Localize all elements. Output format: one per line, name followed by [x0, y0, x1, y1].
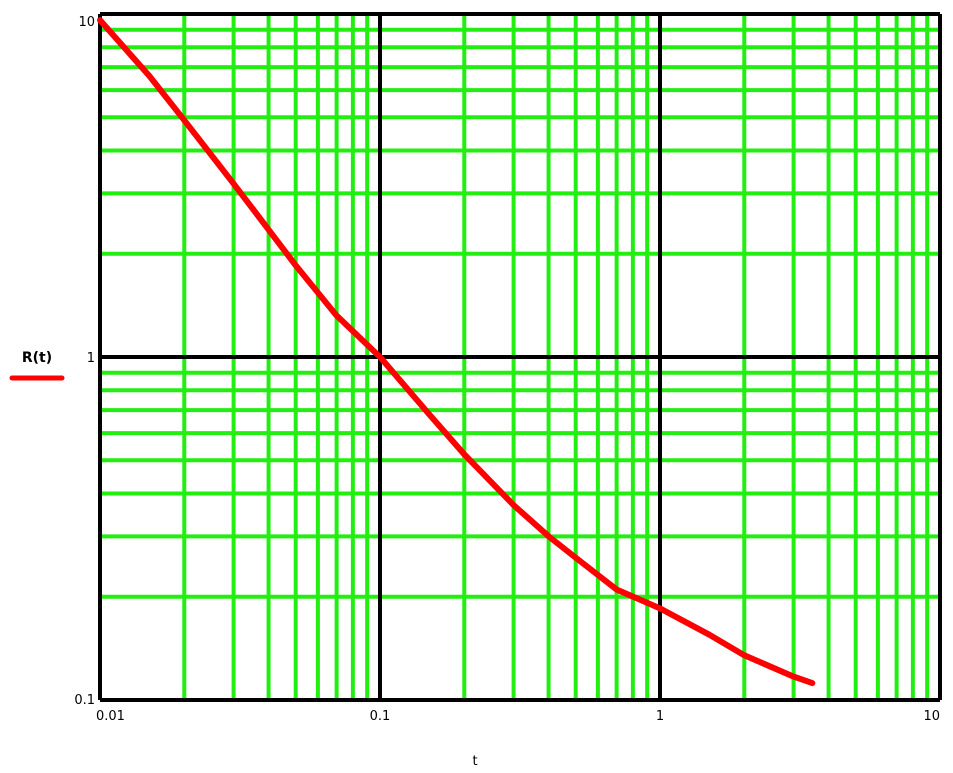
x-tick-label: 10 — [923, 709, 940, 724]
series-line — [97, 17, 816, 687]
x-tick-label: 1 — [656, 709, 664, 724]
y-tick-label: 10 — [78, 15, 95, 30]
x-axis-label: t — [472, 754, 477, 769]
x-tick-label: 0.1 — [370, 709, 391, 724]
major-grid — [98, 12, 942, 702]
series-layer — [97, 17, 816, 687]
x-tick-label: 0.01 — [96, 709, 125, 724]
y-tick-label: 0.1 — [74, 693, 95, 708]
legend-label: R(t) — [22, 350, 52, 366]
y-tick-label: 1 — [87, 351, 95, 366]
legend: R(t) — [9, 350, 65, 381]
